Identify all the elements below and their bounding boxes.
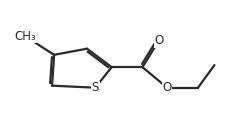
Text: S: S [92, 81, 99, 94]
Text: CH₃: CH₃ [14, 30, 36, 43]
Text: O: O [162, 81, 172, 94]
Text: O: O [154, 34, 164, 47]
